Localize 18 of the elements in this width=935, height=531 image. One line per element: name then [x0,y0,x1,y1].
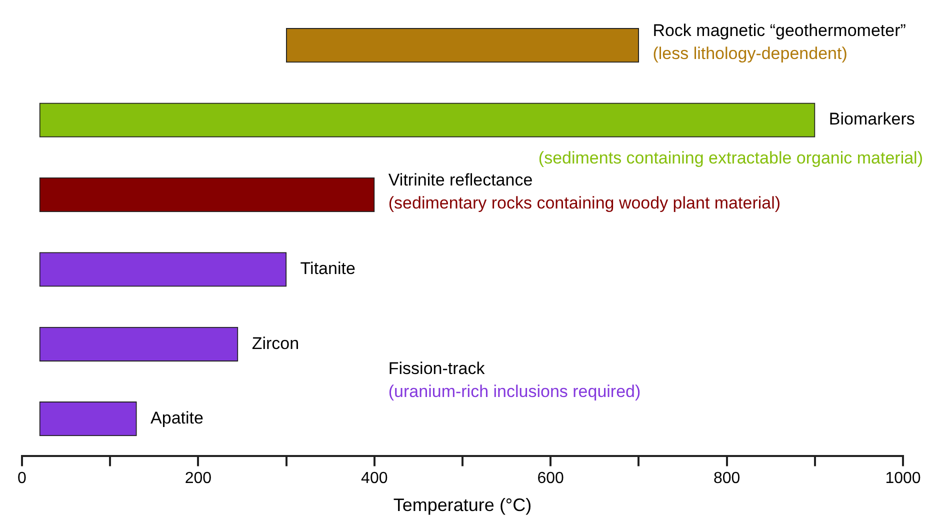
annotation: (less lithology-dependent) [652,44,848,64]
y-tick-label: Rock magnetic “geothermometer” [652,21,906,40]
x-tick-label: 600 [537,470,564,488]
y-tick-label: Titanite [300,259,356,278]
y-tick-label: Apatite [150,408,204,428]
x-tick-label: 1000 [885,470,921,488]
annotation: (sediments containing extractable organic material) [538,148,923,168]
x-tick-label: 200 [184,470,212,488]
annotation: (sedimentary rocks containing woody plant material) [388,193,781,212]
y-tick-label: Zircon [252,334,300,353]
x-tick-label: 800 [713,470,740,488]
y-tick-label: Biomarkers [828,110,915,129]
x-tick-label: 0 [18,470,27,488]
x-tick-label: 400 [361,470,388,488]
y-tick-label: Vitrinite reflectance [388,170,533,190]
annotation: (uranium-rich inclusions required) [388,382,641,402]
annotation: Fission-track [388,359,486,378]
x-axis-title: Temperature (°C) [393,495,532,516]
